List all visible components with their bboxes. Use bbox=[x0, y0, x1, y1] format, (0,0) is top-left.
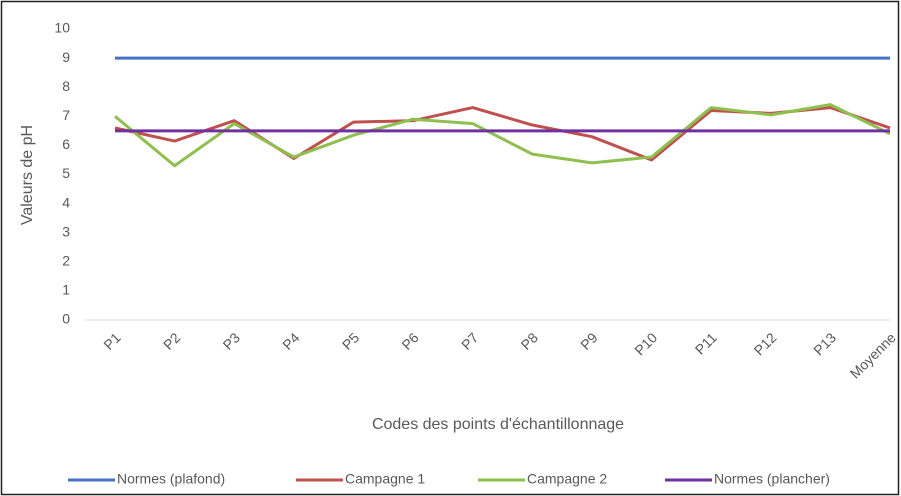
y-axis-title: Valeurs de pH bbox=[19, 125, 36, 225]
y-tick-label: 0 bbox=[62, 311, 70, 327]
x-tick-label: P2 bbox=[160, 329, 184, 353]
series-line bbox=[114, 103, 891, 168]
legend-label: Campagne 1 bbox=[345, 471, 425, 487]
x-tick-label: P4 bbox=[279, 329, 303, 353]
legend-label: Campagne 2 bbox=[527, 471, 607, 487]
x-tick-label: P11 bbox=[692, 329, 720, 357]
x-tick-label: P8 bbox=[518, 329, 542, 353]
y-tick-label: 8 bbox=[62, 78, 70, 94]
x-tick-label: P1 bbox=[100, 329, 124, 353]
x-tick-label: P5 bbox=[339, 329, 363, 353]
y-tick-label: 3 bbox=[62, 223, 70, 239]
x-tick-label: P12 bbox=[751, 329, 780, 358]
x-tick-label: Moyenne bbox=[847, 329, 899, 381]
y-tick-label: 10 bbox=[54, 20, 70, 36]
x-axis-title: Codes des points d'échantillonnage bbox=[372, 416, 624, 433]
y-tick-label: 4 bbox=[62, 194, 70, 210]
y-tick-label: 2 bbox=[62, 253, 70, 269]
y-tick-label: 6 bbox=[62, 136, 70, 152]
x-tick-label: P9 bbox=[577, 329, 601, 353]
y-tick-label: 5 bbox=[62, 165, 70, 181]
x-tick-label: P10 bbox=[631, 329, 660, 358]
legend-label: Normes (plancher) bbox=[714, 471, 830, 487]
y-tick-label: 9 bbox=[62, 49, 70, 65]
x-tick-label: P6 bbox=[398, 329, 422, 353]
x-tick-label: P7 bbox=[458, 329, 482, 353]
y-tick-label: 7 bbox=[62, 107, 70, 123]
legend-label: Normes (plafond) bbox=[117, 471, 225, 487]
x-tick-label: P3 bbox=[220, 329, 244, 353]
y-tick-label: 1 bbox=[62, 282, 70, 298]
x-tick-label: P13 bbox=[810, 329, 839, 358]
